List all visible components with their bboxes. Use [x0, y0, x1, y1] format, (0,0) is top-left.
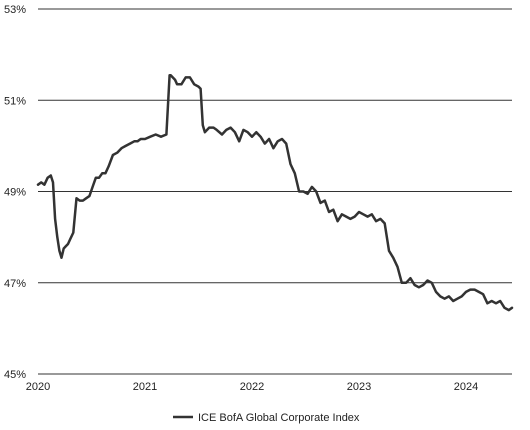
x-tick-label: 2021	[133, 381, 157, 393]
legend: ICE BofA Global Corporate Index	[173, 412, 360, 424]
y-tick-label: 51%	[4, 95, 26, 107]
y-axis-tick-labels: 45% 47% 49% 51% 53%	[4, 4, 26, 381]
legend-label: ICE BofA Global Corporate Index	[198, 412, 360, 424]
y-tick-label: 45%	[4, 369, 26, 381]
x-axis-tick-labels: 2020 2021 2022 2023 2024	[26, 381, 478, 393]
y-tick-label: 49%	[4, 187, 26, 199]
y-tick-label: 53%	[4, 4, 26, 16]
y-tick-label: 47%	[4, 278, 26, 290]
gridlines	[38, 8, 512, 375]
series-line	[36, 73, 514, 312]
x-tick-label: 2020	[26, 381, 50, 393]
x-tick-label: 2024	[454, 381, 478, 393]
x-tick-label: 2022	[240, 381, 264, 393]
x-tick-label: 2023	[347, 381, 371, 393]
series-layer	[36, 73, 514, 312]
